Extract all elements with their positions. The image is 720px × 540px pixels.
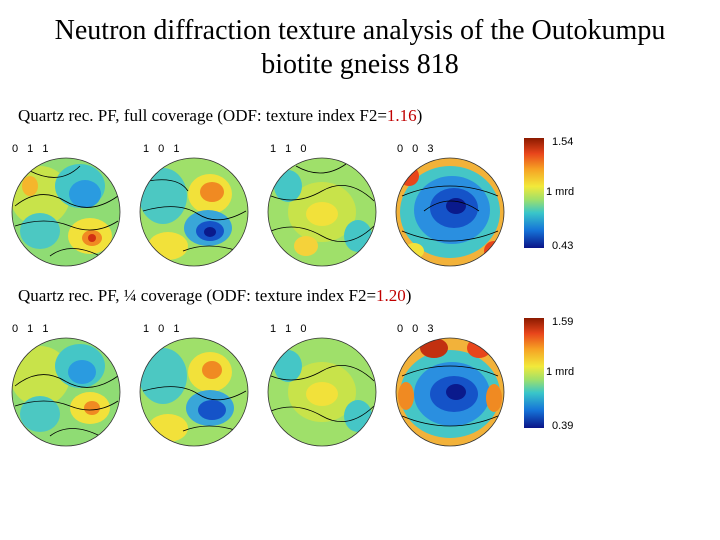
pf-label-003: 0 0 3 (397, 143, 437, 155)
pf-label-101: 1 0 1 (143, 143, 183, 155)
colorbar-max-label: 1.59 (552, 316, 574, 328)
pf-label-003: 0 0 3 (397, 323, 437, 335)
pf-label-110: 1 1 0 (270, 323, 310, 335)
caption-text: Quartz rec. PF, ¼ coverage (ODF: texture… (18, 286, 377, 305)
pole-figure-011 (11, 157, 121, 267)
pole-figure-110 (267, 337, 377, 447)
panel-caption-full-coverage: Quartz rec. PF, full coverage (ODF: text… (18, 106, 422, 126)
caption-text: Quartz rec. PF, full coverage (ODF: text… (18, 106, 387, 125)
pf-label-011: 0 1 1 (12, 143, 52, 155)
pole-figure-011 (11, 337, 121, 447)
pf-label-101: 1 0 1 (143, 323, 183, 335)
colorbar-mid-label: 1 mrd (546, 186, 575, 198)
pole-figure-101 (139, 337, 249, 447)
colorbar-mid-label: 1 mrd (546, 366, 575, 378)
pf-label-011: 0 1 1 (12, 323, 52, 335)
texture-index-value: 1.20 (376, 286, 406, 305)
pole-figure-panel-full: 0 1 1 1 0 1 1 1 0 0 0 3 (0, 136, 720, 280)
colorbar-min-label: 0.39 (552, 420, 574, 432)
colorbar-max-label: 1.54 (552, 136, 574, 148)
caption-close: ) (416, 106, 423, 125)
pole-figure-panel-quarter: 0 1 1 1 0 1 1 1 0 0 0 3 (0, 316, 720, 460)
title-line-2: biotite gneiss 818 (261, 49, 459, 80)
texture-index-value: 1.16 (386, 106, 417, 125)
title-line-1: Neutron diffraction texture analysis of … (54, 15, 666, 46)
pf-label-110: 1 1 0 (270, 143, 310, 155)
caption-close: ) (405, 286, 412, 305)
pole-figure-003 (395, 337, 505, 447)
slide-title: Neutron diffraction texture analysis of … (0, 14, 720, 82)
colorbar-full (524, 138, 544, 248)
colorbar-min-label: 0.43 (552, 240, 574, 252)
pole-figure-110 (267, 157, 377, 267)
pole-figure-003 (395, 157, 505, 267)
pole-figure-101 (139, 157, 249, 267)
colorbar-quarter (524, 318, 544, 428)
panel-caption-quarter-coverage: Quartz rec. PF, ¼ coverage (ODF: texture… (18, 286, 411, 306)
